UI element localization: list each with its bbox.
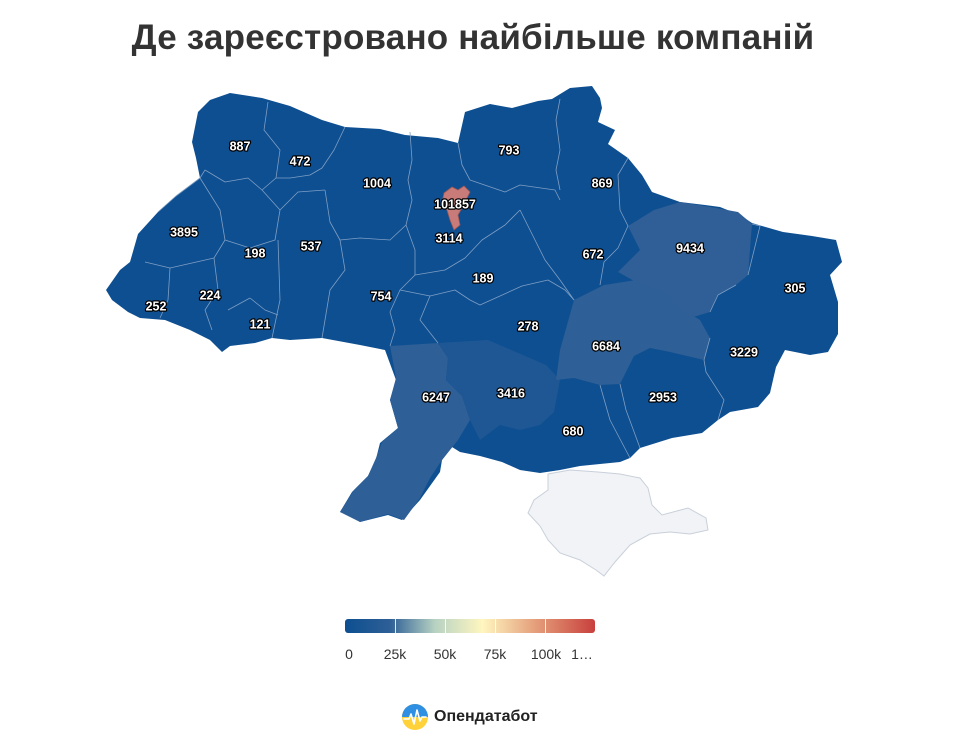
legend-tick-label: 25k (383, 646, 407, 662)
region-fill-dnipro (556, 280, 710, 385)
region-label-kyiv-oblast: 3114 (435, 231, 462, 245)
legend-tick-label: 1… (571, 646, 593, 662)
region-label-mykolaiv: 3416 (497, 386, 525, 400)
region-label-sumy: 869 (592, 176, 613, 190)
region-labels: 887 472 1004 101857 3114 793 869 3895 19… (144, 138, 806, 439)
region-label-poltava: 672 (583, 247, 604, 261)
region-label-rivne: 472 (290, 154, 311, 168)
region-label-cherkasy: 189 (473, 271, 494, 285)
legend-tick-label: 0 (345, 646, 353, 662)
region-label-kherson: 680 (563, 424, 584, 438)
region-label-kyiv-city: 101857 (434, 197, 476, 211)
region-label-volyn: 887 (230, 139, 251, 153)
region-label-chernihiv: 793 (499, 143, 520, 157)
region-fill-crimea (527, 469, 709, 577)
region-label-dnipropetrovsk: 6684 (592, 339, 620, 353)
region-borders (144, 98, 761, 459)
region-label-khmelnytskyi: 537 (301, 239, 322, 253)
region-label-odesa: 6247 (422, 390, 450, 404)
region-label-ivano-frankivsk: 224 (200, 288, 221, 302)
region-fill-mykolaiv (438, 340, 560, 440)
page-title: Де зареєстровано найбільше компаній (131, 18, 815, 57)
region-label-zakarpattia: 252 (146, 299, 167, 313)
region-label-chernivtsi: 121 (250, 317, 271, 331)
region-label-zaporizhzhia: 2953 (649, 390, 677, 404)
region-fill-odesa (340, 343, 470, 522)
region-label-kirovohrad: 278 (518, 319, 539, 333)
region-label-vinnytsia: 754 (371, 289, 392, 303)
color-scale-legend (345, 619, 595, 633)
region-label-ternopil: 198 (245, 246, 266, 260)
region-label-kharkiv: 9434 (676, 241, 704, 255)
region-label-lviv: 3895 (170, 225, 198, 239)
region-label-luhansk: 305 (785, 281, 806, 295)
legend-tick-label: 100k (530, 646, 562, 662)
region-label-zhytomyr: 1004 (363, 176, 391, 190)
region-fill-kyiv-city (441, 185, 471, 231)
brand-name: Опендатабот (434, 708, 538, 725)
region-fill-kharkiv (618, 202, 752, 318)
legend-tick-label: 75k (483, 646, 507, 662)
brand-footer[interactable]: Опендатабот (402, 704, 538, 730)
region-label-donetsk: 3229 (730, 345, 758, 359)
opendatabot-logo-icon (402, 704, 428, 730)
legend-tick-label: 50k (433, 646, 457, 662)
map-base (106, 86, 842, 522)
